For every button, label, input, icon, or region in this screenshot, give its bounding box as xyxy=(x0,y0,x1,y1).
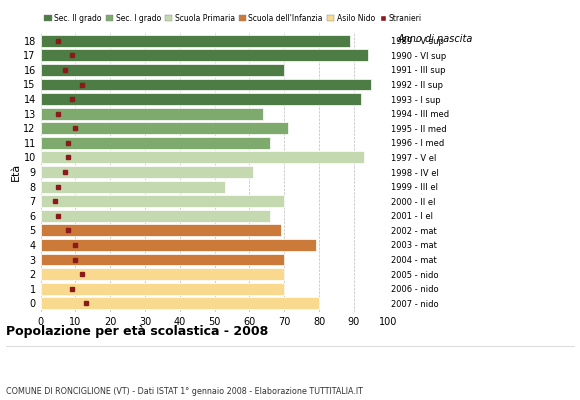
Bar xyxy=(41,137,270,149)
Bar xyxy=(41,64,284,76)
Y-axis label: Età: Età xyxy=(10,163,20,181)
Bar xyxy=(41,283,284,295)
Bar xyxy=(41,181,225,192)
Bar xyxy=(41,108,263,120)
Text: Anno di nascita: Anno di nascita xyxy=(397,34,473,44)
Bar xyxy=(41,93,361,105)
Bar xyxy=(41,152,364,163)
Bar xyxy=(41,210,270,222)
Bar xyxy=(41,166,253,178)
Bar xyxy=(41,195,284,207)
Bar xyxy=(41,78,371,90)
Text: COMUNE DI RONCIGLIONE (VT) - Dati ISTAT 1° gennaio 2008 - Elaborazione TUTTITALI: COMUNE DI RONCIGLIONE (VT) - Dati ISTAT … xyxy=(6,387,362,396)
Text: Popolazione per età scolastica - 2008: Popolazione per età scolastica - 2008 xyxy=(6,325,268,338)
Bar xyxy=(41,35,350,47)
Bar xyxy=(41,254,284,266)
Legend: Sec. II grado, Sec. I grado, Scuola Primaria, Scuola dell'Infanzia, Asilo Nido, : Sec. II grado, Sec. I grado, Scuola Prim… xyxy=(45,14,422,22)
Bar xyxy=(41,224,281,236)
Bar xyxy=(41,297,319,309)
Bar xyxy=(41,49,368,61)
Bar xyxy=(41,239,316,251)
Bar xyxy=(41,122,288,134)
Bar xyxy=(41,268,284,280)
